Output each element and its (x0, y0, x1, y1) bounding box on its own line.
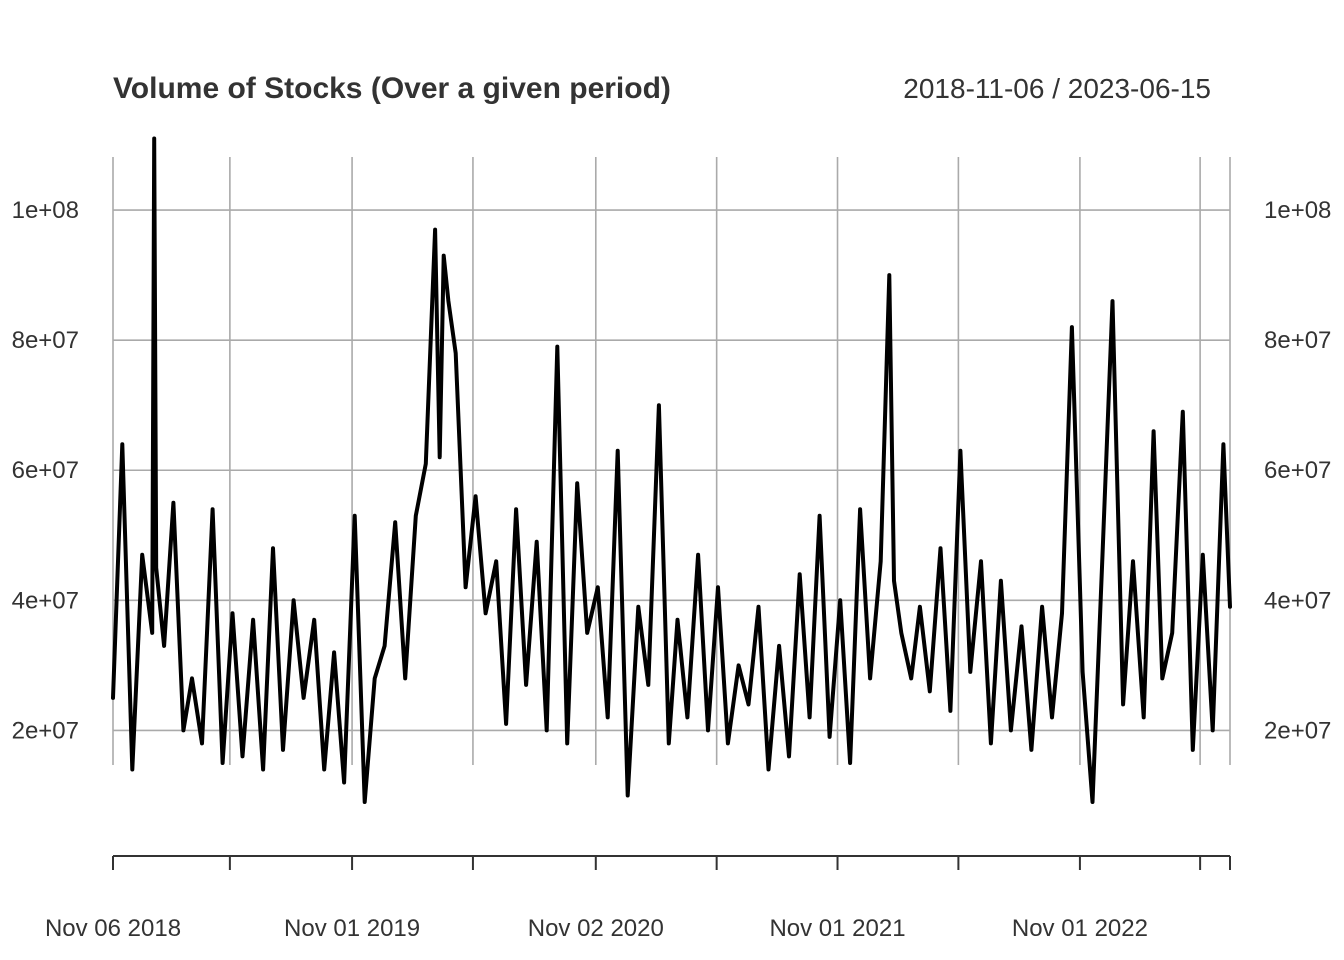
y-tick-label-right: 4e+07 (1264, 587, 1331, 614)
y-tick-label-left: 1e+08 (12, 197, 79, 224)
y-tick-label-left: 6e+07 (12, 457, 79, 484)
x-axis (112, 855, 1231, 870)
y-tick-label-left: 8e+07 (12, 327, 79, 354)
x-tick-label: Nov 01 2021 (769, 915, 905, 942)
y-axis-left-labels: 2e+07 4e+07 6e+07 8e+07 1e+08 (12, 197, 79, 744)
y-tick-label-right: 8e+07 (1264, 327, 1331, 354)
x-tick-label: Nov 06 2018 (45, 915, 181, 942)
y-tick-label-right: 6e+07 (1264, 457, 1331, 484)
series-layer (111, 136, 1232, 804)
chart-title: Volume of Stocks (Over a given period) (113, 72, 671, 105)
y-tick-label-left: 2e+07 (12, 717, 79, 744)
x-tick-label: Nov 01 2022 (1012, 915, 1148, 942)
x-tick-label: Nov 01 2019 (284, 915, 420, 942)
x-tick-label: Nov 02 2020 (528, 915, 664, 942)
y-tick-label-right: 1e+08 (1264, 197, 1331, 224)
series-line (111, 136, 1232, 804)
x-axis-labels: Nov 06 2018 Nov 01 2019 Nov 02 2020 Nov 01 … (45, 915, 1148, 942)
y-axis-right-labels: 2e+07 4e+07 6e+07 8e+07 1e+08 (1264, 197, 1331, 744)
y-tick-label-right: 2e+07 (1264, 717, 1331, 744)
date-range-label: 2018-11-06 / 2023-06-15 (903, 73, 1211, 104)
y-tick-label-left: 4e+07 (12, 587, 79, 614)
